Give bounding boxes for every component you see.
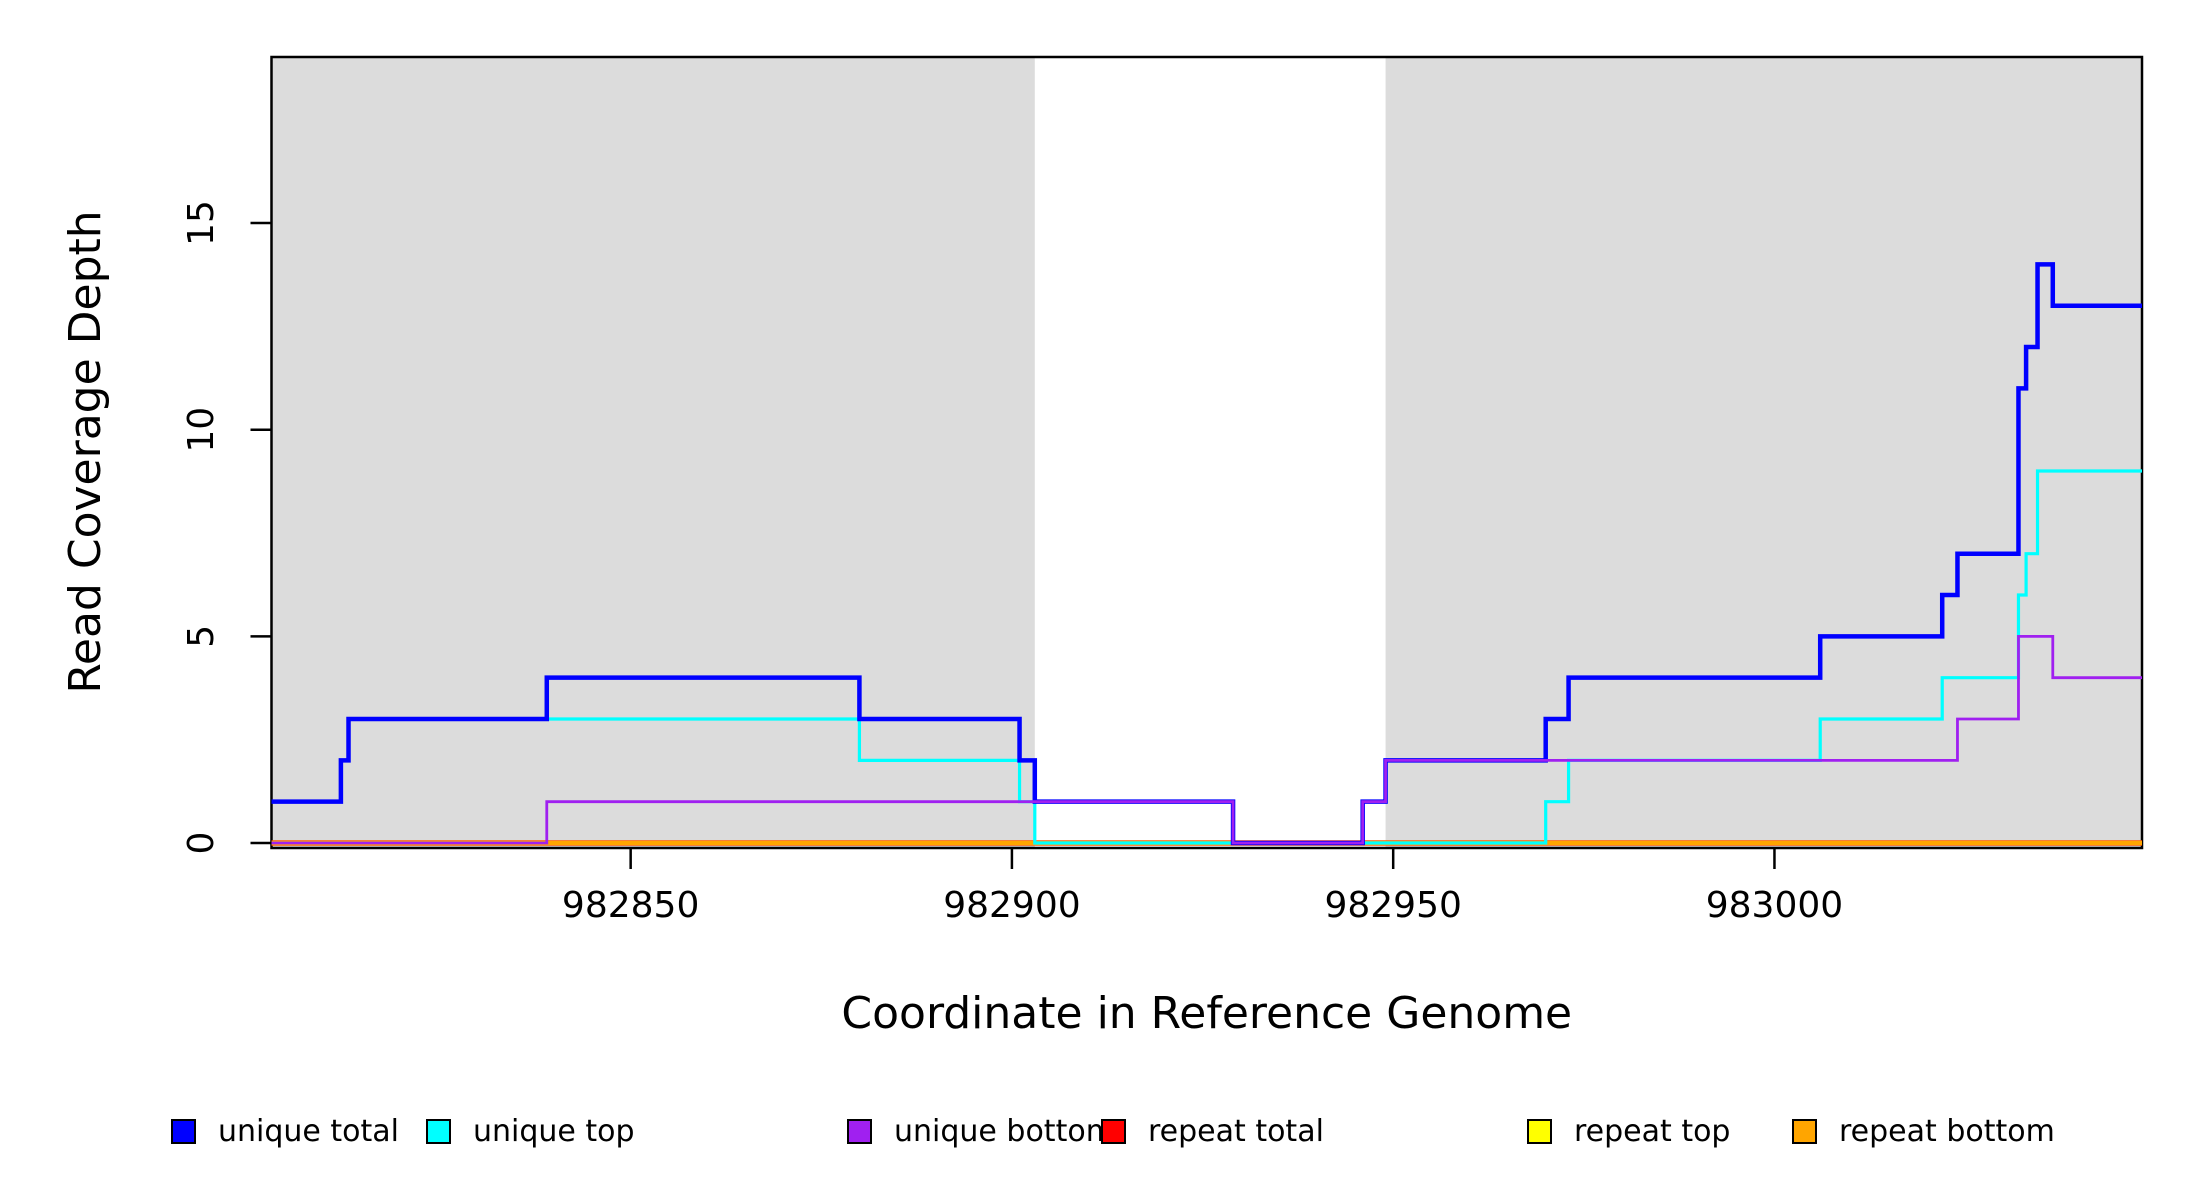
legend-label: repeat bottom bbox=[1839, 1114, 2055, 1149]
shaded-region-1 bbox=[271, 57, 1035, 848]
legend-item-unique-bottom: unique bottom bbox=[847, 1114, 1115, 1149]
legend: unique total unique top unique bottom repea… bbox=[171, 1114, 2055, 1149]
y-tick-label: 0 bbox=[181, 832, 222, 855]
x-axis: 982850 982900 982950 983000 bbox=[562, 848, 1843, 926]
series-unique-bottom bbox=[271, 634, 2142, 845]
legend-label: unique total bbox=[218, 1114, 399, 1149]
x-tick-label: 982950 bbox=[1324, 885, 1461, 926]
legend-item-unique-total: unique total bbox=[171, 1114, 399, 1149]
legend-item-repeat-total: repeat total bbox=[1101, 1114, 1324, 1149]
legend-swatch-repeat-bottom bbox=[1792, 1119, 1817, 1144]
plot-box bbox=[270, 55, 2144, 850]
y-axis-title: Read Coverage Depth bbox=[60, 210, 111, 693]
y-axis: 0 5 10 15 bbox=[181, 200, 272, 854]
legend-swatch-unique-top bbox=[426, 1119, 451, 1144]
legend-swatch-unique-bottom bbox=[847, 1119, 872, 1144]
x-axis-title: Coordinate in Reference Genome bbox=[841, 988, 1572, 1039]
legend-swatch-repeat-top bbox=[1527, 1119, 1552, 1144]
legend-label: unique bottom bbox=[894, 1114, 1115, 1149]
x-tick-label: 983000 bbox=[1706, 885, 1843, 926]
y-tick-label: 5 bbox=[181, 625, 222, 648]
legend-item-repeat-top: repeat top bbox=[1527, 1114, 1730, 1149]
y-tick-label: 10 bbox=[181, 407, 222, 453]
y-tick-label: 15 bbox=[181, 200, 222, 246]
x-tick-label: 982900 bbox=[943, 885, 1080, 926]
shaded-region-2 bbox=[1385, 57, 2142, 848]
legend-label: repeat total bbox=[1148, 1114, 1324, 1149]
legend-swatch-unique-total bbox=[171, 1119, 196, 1144]
legend-label: repeat top bbox=[1574, 1114, 1730, 1149]
legend-item-repeat-bottom: repeat bottom bbox=[1792, 1114, 2055, 1149]
x-tick-label: 982850 bbox=[562, 885, 699, 926]
legend-swatch-repeat-total bbox=[1101, 1119, 1126, 1144]
legend-item-unique-top: unique top bbox=[426, 1114, 635, 1149]
legend-label: unique top bbox=[473, 1114, 635, 1149]
